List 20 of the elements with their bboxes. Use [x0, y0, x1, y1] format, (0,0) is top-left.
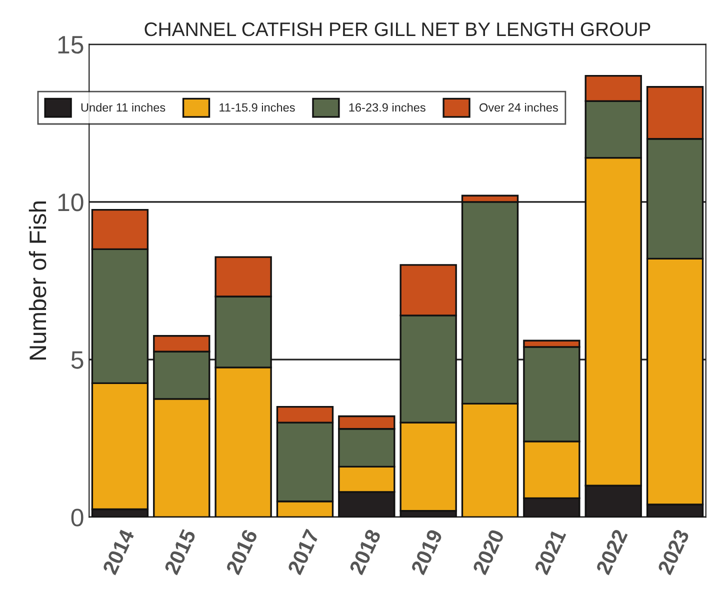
x-tick-label: 2014	[102, 528, 135, 576]
x-tick-label: 2018	[348, 528, 382, 576]
x-tick-label: 2021	[534, 528, 566, 576]
x-tick-label: 2016	[226, 528, 258, 576]
x-tick-label: 2015	[164, 528, 196, 576]
x-tick-label: 2020	[472, 528, 505, 576]
legend-label: Over 24 inches	[480, 102, 558, 112]
x-tick-label: 2023	[657, 528, 690, 576]
y-tick-label: 5	[71, 351, 84, 369]
y-axis-title: Number of Fish	[28, 202, 46, 360]
x-tick-label: 2022	[596, 528, 628, 576]
legend-label: 16-23.9 inches	[349, 102, 426, 112]
x-tick-label: 2019	[410, 528, 443, 576]
y-tick-label: 15	[58, 36, 84, 54]
y-tick-label: 10	[58, 194, 84, 212]
chart-title: CHANNEL CATFISH PER GILL NET BY LENGTH GROUP	[144, 22, 650, 36]
legend-label: Under 11 inches	[81, 102, 166, 112]
legend-label: 11-15.9 inches	[220, 102, 295, 112]
x-tick-label: 2017	[287, 528, 320, 576]
y-tick-label: 0	[71, 508, 84, 526]
